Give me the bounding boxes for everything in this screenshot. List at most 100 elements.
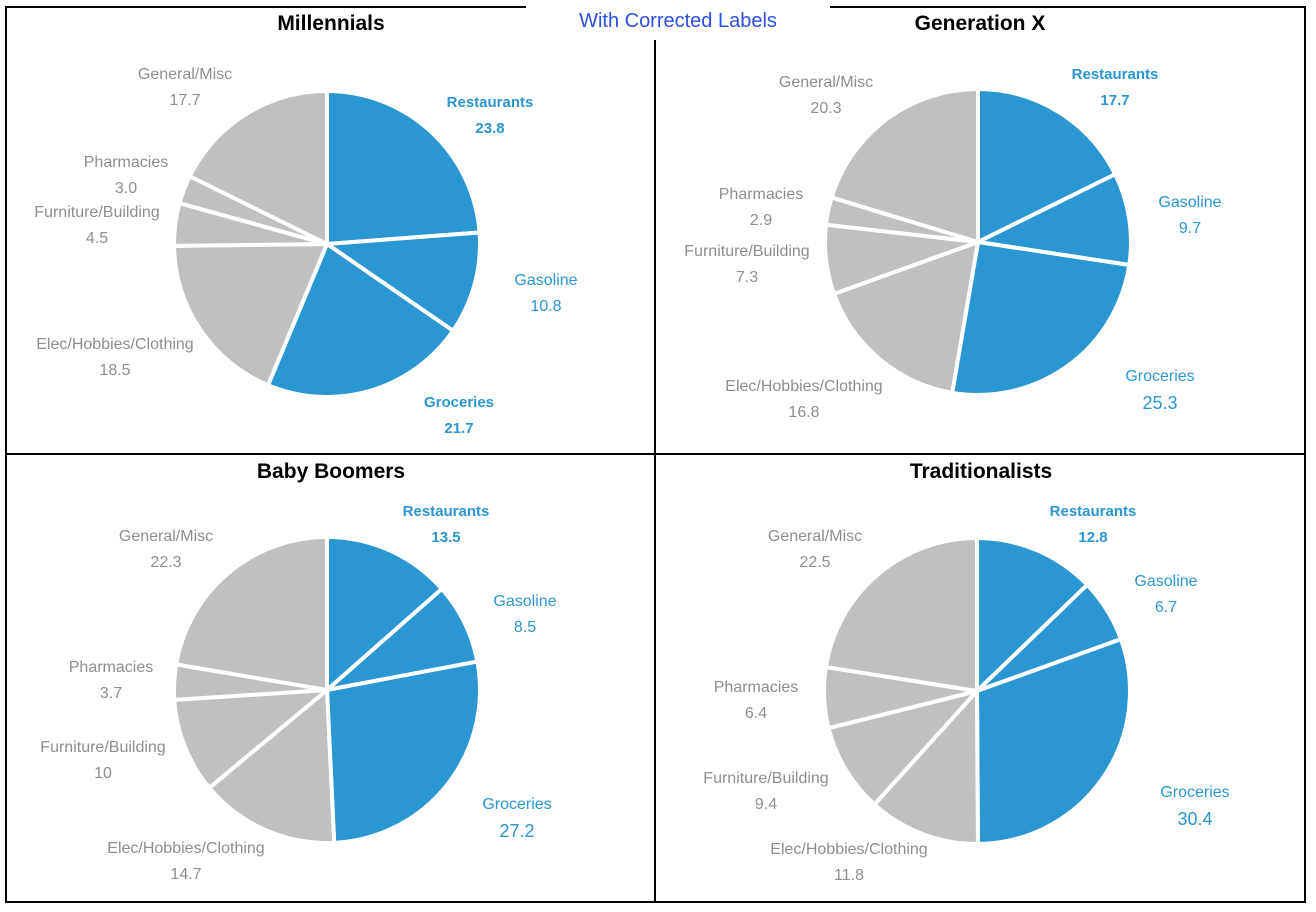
slice-label-furniture-building: Furniture/Building 10 (0, 735, 223, 787)
slice-label-elec-hobbies-clothing: Elec/Hobbies/Clothing 11.8 (729, 837, 969, 889)
chart-title: Baby Boomers (256, 460, 406, 483)
pie-slice-general-misc (174, 535, 329, 692)
pie-slice-elec-hobbies-clothing (832, 240, 980, 395)
slice-name: Restaurants (402, 503, 490, 520)
slice-value: 20.3 (810, 100, 842, 117)
slice-name: Restaurants (1071, 66, 1159, 83)
slice-label-groceries: Groceries 25.3 (1040, 364, 1280, 416)
pie-slice-elec-hobbies-clothing (872, 689, 980, 847)
slice-value: 8.5 (513, 619, 537, 636)
slice-name: Restaurants (1049, 503, 1137, 520)
vertical-divider (654, 40, 656, 903)
slice-name: Groceries (1125, 368, 1195, 385)
pie-slice-gasoline (976, 172, 1133, 267)
slice-label-pharmacies: Pharmacies 3.7 (0, 655, 231, 707)
slice-name: Pharmacies (68, 659, 154, 676)
slice-label-furniture-building: Furniture/Building 7.3 (627, 239, 867, 291)
pie-slice-elec-hobbies-clothing (172, 242, 329, 388)
pie-slice-restaurants (325, 89, 482, 246)
slice-name: General/Misc (767, 528, 863, 545)
slice-name: Furniture/Building (703, 770, 829, 787)
slice-value: 3.0 (114, 180, 138, 197)
slice-label-pharmacies: Pharmacies 6.4 (636, 675, 876, 727)
slice-value: 2.9 (749, 212, 773, 229)
slice-value: 9.4 (754, 796, 778, 813)
slice-value: 22.5 (799, 554, 831, 571)
slice-name: Groceries (423, 394, 495, 411)
slice-name: Pharmacies (718, 186, 804, 203)
slice-name: General/Misc (118, 528, 214, 545)
slice-value: 25.3 (1142, 393, 1178, 413)
slice-label-elec-hobbies-clothing: Elec/Hobbies/Clothing 18.5 (0, 332, 235, 384)
slice-value: 27.2 (499, 821, 535, 841)
slice-value: 21.7 (444, 420, 474, 437)
slice-label-furniture-building: Furniture/Building 4.5 (0, 200, 217, 252)
slice-label-restaurants: Restaurants 23.8 (370, 90, 610, 142)
slice-name: Groceries (1160, 784, 1230, 801)
pie-slice-groceries (975, 637, 1132, 846)
slice-name: Furniture/Building (34, 204, 160, 221)
slice-label-groceries: Groceries 30.4 (1075, 780, 1315, 832)
slice-name: Restaurants (446, 94, 534, 111)
slice-value: 23.8 (475, 120, 505, 137)
slice-label-groceries: Groceries 21.7 (339, 390, 579, 442)
slice-name: Elec/Hobbies/Clothing (770, 841, 928, 858)
slice-value: 11.8 (834, 867, 864, 884)
slice-name: Furniture/Building (684, 243, 810, 260)
slice-value: 6.4 (744, 705, 768, 722)
pie-slice-restaurants (975, 536, 1090, 693)
slice-value: 7.3 (735, 269, 759, 286)
slice-value: 17.7 (1100, 92, 1130, 109)
slice-label-elec-hobbies-clothing: Elec/Hobbies/Clothing 16.8 (684, 374, 924, 426)
slice-label-restaurants: Restaurants 17.7 (995, 62, 1235, 114)
slice-name: Elec/Hobbies/Clothing (725, 378, 883, 395)
slice-label-pharmacies: Pharmacies 3.0 (6, 150, 246, 202)
slice-label-restaurants: Restaurants 12.8 (973, 499, 1213, 551)
slice-value: 6.7 (1154, 599, 1178, 616)
slice-label-groceries: Groceries 27.2 (397, 792, 637, 844)
slice-name: Gasoline (514, 272, 578, 289)
pie-slice-restaurants (976, 87, 1118, 244)
pie-slice-general-misc (187, 89, 329, 246)
chart-title: Millennials (277, 12, 385, 35)
slice-name: Groceries (482, 796, 552, 813)
slice-value: 9.7 (1178, 220, 1202, 237)
pie-slice-groceries (325, 659, 482, 845)
pie-slice-groceries (950, 240, 1132, 397)
slice-value: 10 (94, 765, 112, 782)
pie-slice-groceries (266, 242, 455, 399)
slice-name: Elec/Hobbies/Clothing (107, 840, 265, 857)
pie-slice-general-misc (829, 87, 980, 244)
slice-value: 4.5 (85, 230, 109, 247)
slice-name: Gasoline (1158, 194, 1222, 211)
slice-label-pharmacies: Pharmacies 2.9 (641, 182, 881, 234)
slice-value: 3.7 (99, 685, 123, 702)
slice-label-gasoline: Gasoline 10.8 (426, 268, 666, 320)
pie-slice-gasoline (325, 230, 482, 333)
slice-label-gasoline: Gasoline 6.7 (1046, 569, 1286, 621)
slice-label-gasoline: Gasoline 8.5 (405, 589, 645, 641)
slice-label-general-misc: General/Misc 20.3 (706, 70, 946, 122)
slice-value: 18.5 (99, 362, 131, 379)
pie-slice-general-misc (823, 536, 979, 693)
slice-value: 22.3 (150, 554, 182, 571)
slice-label-general-misc: General/Misc 22.3 (46, 524, 286, 576)
slice-label-restaurants: Restaurants 13.5 (326, 499, 566, 551)
slice-name: Elec/Hobbies/Clothing (36, 336, 194, 353)
pie-slice-furniture-building (172, 688, 329, 790)
chart-title: Generation X (914, 12, 1046, 35)
slice-label-gasoline: Gasoline 9.7 (1070, 190, 1310, 242)
slice-value: 12.8 (1078, 529, 1108, 546)
slice-value: 17.7 (169, 92, 201, 109)
slice-name: Pharmacies (713, 679, 799, 696)
slice-label-general-misc: General/Misc 22.5 (695, 524, 935, 576)
slice-name: General/Misc (137, 66, 233, 83)
slice-label-furniture-building: Furniture/Building 9.4 (646, 766, 886, 818)
chart-title: Traditionalists (909, 460, 1053, 483)
slice-label-elec-hobbies-clothing: Elec/Hobbies/Clothing 14.7 (66, 836, 306, 888)
slice-value: 13.5 (431, 529, 461, 546)
